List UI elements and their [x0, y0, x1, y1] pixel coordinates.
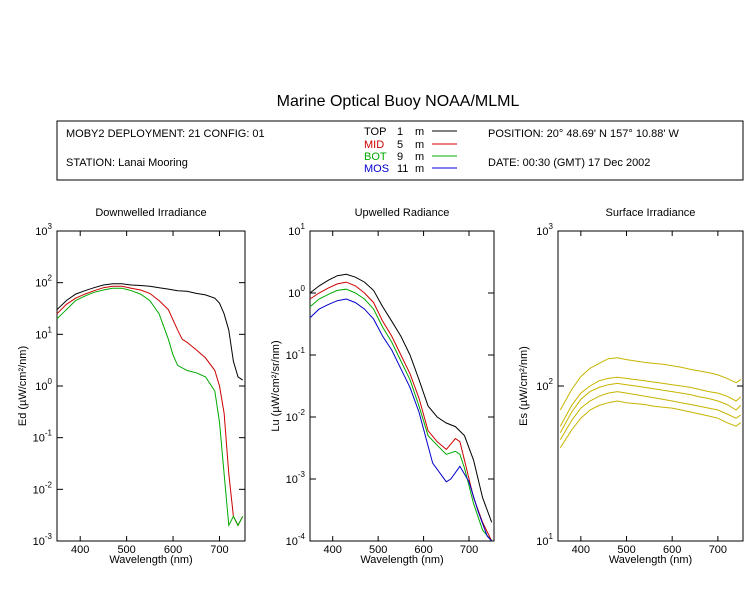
date-text: DATE: 00:30 (GMT) 17 Dec 2002: [488, 157, 650, 169]
x-axis-label: Wavelength (nm): [360, 554, 443, 566]
y-tick-label: 10-1: [286, 346, 306, 362]
y-tick-label: 100: [35, 377, 52, 393]
legend-name-top: TOP: [364, 126, 386, 138]
y-axis-label: Es (µW/cm²/nm): [518, 346, 530, 426]
y-tick-label: 10-3: [33, 532, 53, 548]
chart-downwelled-irradiance: Downwelled Irradiance 400 500 600 700 10-3 10-…: [17, 207, 246, 566]
series-line-mid: [309, 281, 493, 542]
series-line-top: [309, 273, 493, 523]
panel-title: Downwelled Irradiance: [95, 207, 206, 219]
legend-depth-bot: 9: [397, 151, 403, 163]
panel-title: Surface Irradiance: [606, 207, 696, 219]
legend-unit-top: m: [415, 126, 424, 138]
x-tick-label: 400: [324, 544, 342, 556]
x-tick-label: 600: [414, 544, 432, 556]
series-line-bot: [309, 288, 493, 542]
x-tick-label: 700: [210, 544, 228, 556]
legend-name-bot: BOT: [364, 151, 387, 163]
y-tick-label: 10-2: [286, 408, 306, 424]
series-line-top: [56, 283, 243, 381]
panel-title: Upwelled Radiance: [355, 207, 450, 219]
main-title: Marine Optical Buoy NOAA/MLML: [277, 93, 520, 110]
y-tick-label: 10-2: [33, 480, 53, 496]
x-tick-label: 400: [572, 544, 590, 556]
y-tick-label: 103: [35, 222, 52, 238]
legend-name-mos: MOS: [364, 163, 389, 175]
x-tick-label: 600: [663, 544, 681, 556]
legend-unit-mid: m: [415, 139, 424, 151]
series-line-surface-3: [559, 391, 741, 441]
legend-depth-mos: 11: [397, 163, 408, 175]
series-line-surface-0: [559, 357, 741, 411]
series-line-surface-1: [559, 376, 742, 427]
x-tick-label: 500: [369, 544, 387, 556]
legend-unit-mos: m: [415, 163, 424, 175]
chart-upwelled-radiance: Upwelled Radiance 400 500 600 700 10-4 10-3 10-…: [270, 207, 495, 566]
position-text: POSITION: 20° 48.69' N 157° 10.88' W: [488, 128, 680, 140]
x-axis-label: Wavelength (nm): [609, 554, 692, 566]
series-line-bot: [56, 287, 244, 528]
legend-name-mid: MID: [364, 139, 384, 151]
y-tick-label: 10-4: [286, 532, 306, 548]
y-tick-label: 101: [35, 325, 52, 341]
y-tick-label: 101: [288, 222, 305, 238]
info-box: MOBY2 DEPLOYMENT: 21 CONFIG: 01 STATION:…: [56, 120, 744, 181]
y-tick-label: 101: [536, 532, 553, 548]
plot-frame: [557, 230, 744, 542]
y-tick-label: 100: [288, 284, 305, 300]
x-tick-label: 500: [117, 544, 135, 556]
y-tick-label: 10-3: [286, 470, 306, 486]
legend-unit-bot: m: [415, 151, 424, 163]
legend-depth-mid: 5: [397, 139, 403, 151]
series-line-mid: [56, 285, 244, 527]
station-text: STATION: Lanai Mooring: [66, 157, 188, 169]
info-box-border: [56, 120, 744, 181]
y-tick-label: 10-1: [33, 429, 53, 445]
x-axis-label: Wavelength (nm): [109, 554, 192, 566]
x-tick-label: 600: [164, 544, 182, 556]
y-tick-label: 102: [536, 377, 553, 393]
plot-frame: [56, 230, 246, 542]
y-tick-label: 103: [536, 222, 553, 238]
y-tick-label: 102: [35, 274, 52, 290]
x-tick-label: 500: [617, 544, 635, 556]
series-line-surface-4: [559, 400, 742, 448]
y-axis-label: Lu (µW/cm²/sr/nm): [270, 340, 282, 431]
deployment-text: MOBY2 DEPLOYMENT: 21 CONFIG: 01: [66, 128, 265, 140]
series-line-surface-2: [559, 382, 742, 433]
x-tick-label: 700: [460, 544, 478, 556]
series-line-mos: [309, 298, 493, 542]
legend-depth-top: 1: [397, 126, 403, 138]
plot-frame: [309, 230, 495, 542]
x-tick-label: 400: [71, 544, 89, 556]
y-axis-label: Ed (µW/cm²/nm): [17, 346, 29, 426]
x-tick-label: 700: [709, 544, 727, 556]
chart-surface-irradiance: Surface Irradiance 400 500 600 700 101 102 103 W…: [518, 207, 744, 566]
